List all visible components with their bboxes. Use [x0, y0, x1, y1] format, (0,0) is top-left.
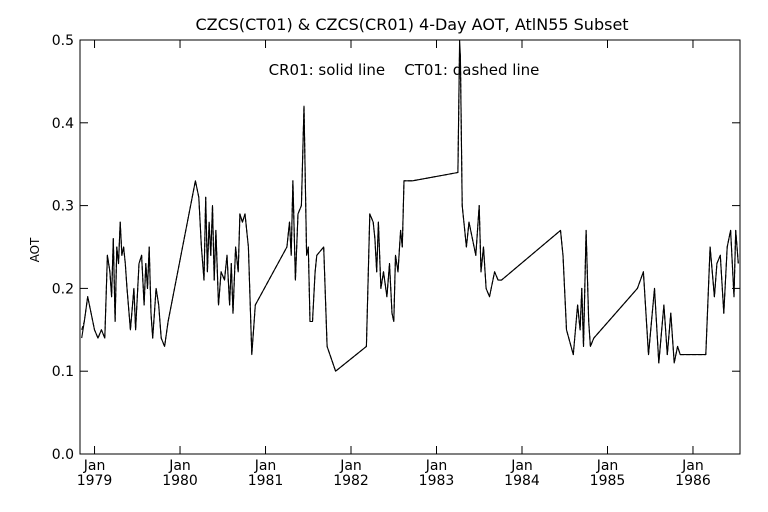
y-tick-label: 0.1 — [52, 364, 74, 380]
y-tick-label: 0.0 — [52, 447, 74, 463]
y-axis-ticks: 0.0 0.1 0.2 0.3 0.4 0.5 — [52, 33, 740, 463]
x-tick-month-label: Jan — [339, 458, 362, 474]
y-tick-label: 0.3 — [52, 199, 74, 215]
x-tick-year-label: 1981 — [248, 473, 284, 489]
plot-frame — [79, 39, 741, 455]
y-tick-label: 0.5 — [52, 33, 74, 49]
x-tick-year-label: 1980 — [162, 473, 198, 489]
x-tick-month-label: Jan — [425, 458, 448, 474]
series-line-ct01 — [81, 47, 739, 372]
y-tick-label: 0.4 — [52, 116, 74, 132]
x-tick-year-label: 1985 — [590, 473, 626, 489]
x-tick-month-label: Jan — [681, 458, 704, 474]
x-tick-year-label: 1982 — [333, 473, 369, 489]
series-line-cr01 — [81, 39, 739, 372]
y-tick-label: 0.2 — [52, 281, 74, 297]
series-layer — [81, 39, 739, 372]
x-tick-year-label: 1986 — [675, 473, 711, 489]
x-tick-month-label: Jan — [254, 458, 277, 474]
x-tick-month-label: Jan — [168, 458, 191, 474]
x-tick-month-label: Jan — [510, 458, 533, 474]
x-tick-year-label: 1979 — [77, 473, 113, 489]
x-tick-year-label: 1984 — [504, 473, 540, 489]
y-axis-label: AOT — [28, 237, 42, 262]
chart-title: CZCS(CT01) & CZCS(CR01) 4-Day AOT, AtlN5… — [195, 15, 628, 34]
x-tick-month-label: Jan — [83, 458, 106, 474]
x-tick-month-label: Jan — [596, 458, 619, 474]
x-tick-year-label: 1983 — [419, 473, 455, 489]
line-style-annotation: CR01: solid line CT01: dashed line — [269, 61, 540, 79]
x-axis-ticks: Jan1979Jan1980Jan1981Jan1982Jan1983Jan19… — [77, 40, 711, 489]
